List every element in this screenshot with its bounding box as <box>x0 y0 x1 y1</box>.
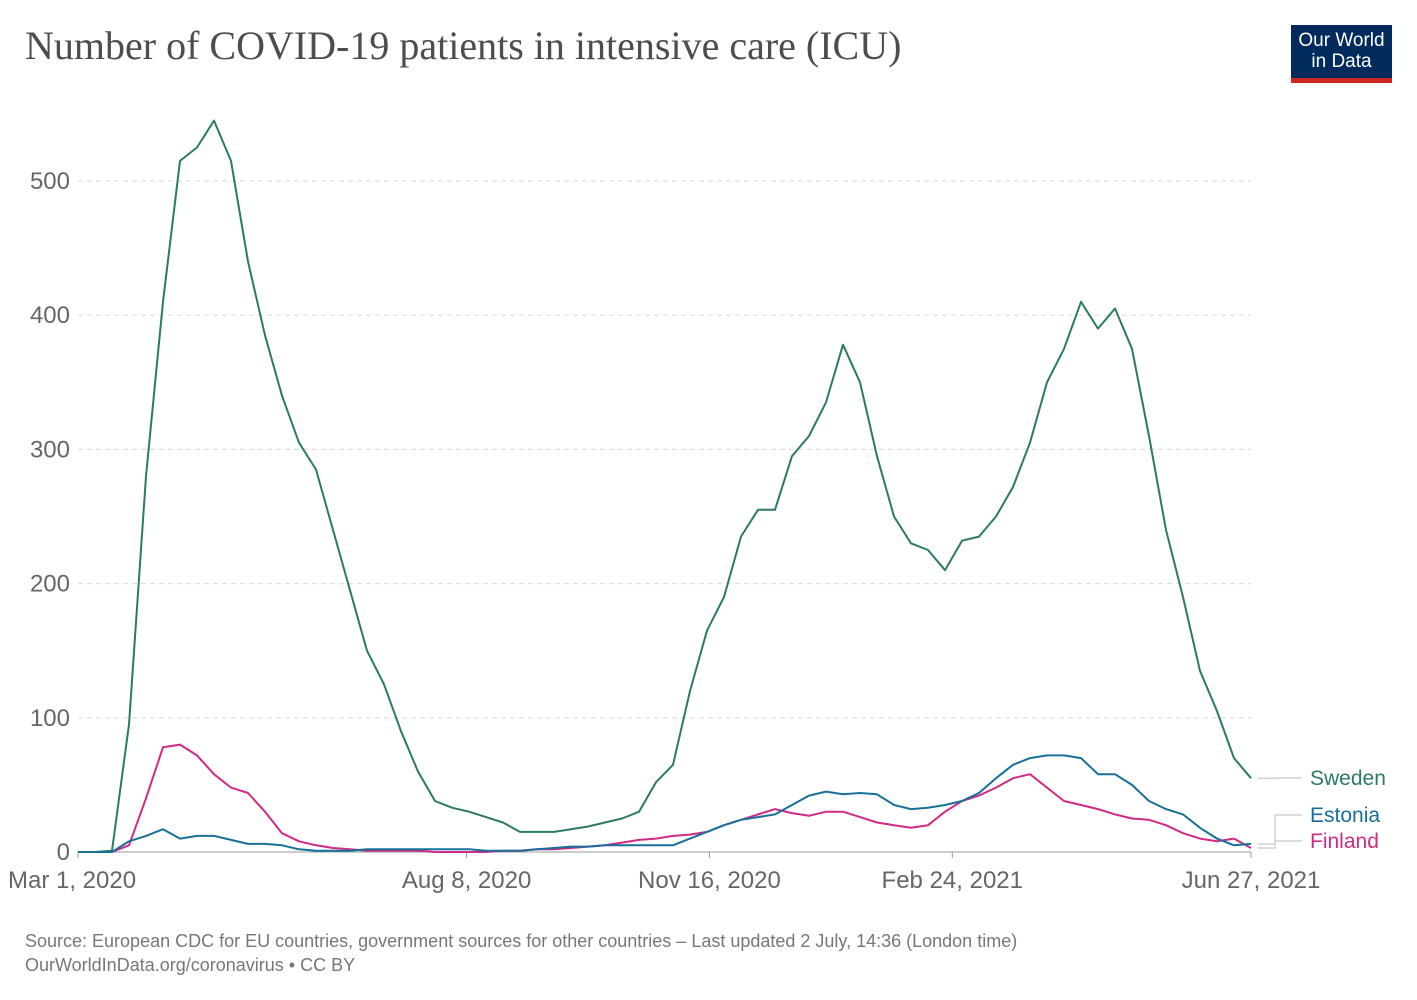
series-line-estonia <box>78 754 1252 853</box>
series-line-sweden <box>78 119 1252 853</box>
y-tick-label: 100 <box>30 705 70 732</box>
logo-line2: in Data <box>1311 51 1372 72</box>
x-tick-label: Feb 24, 2021 <box>882 867 1023 894</box>
y-tick-label: 300 <box>30 436 70 463</box>
license-note[interactable]: OurWorldInData.org/coronavirus • CC BY <box>25 955 356 975</box>
chart-title: Number of COVID-19 patients in intensive… <box>25 23 902 68</box>
series-label-finland: Finland <box>1310 830 1379 853</box>
source-note: Source: European CDC for EU countries, g… <box>25 931 1018 951</box>
y-tick-label: 500 <box>30 168 70 195</box>
x-tick-label: Aug 8, 2020 <box>402 867 531 894</box>
owid-logo[interactable]: Our World in Data <box>1291 25 1392 83</box>
x-tick-label: Nov 16, 2020 <box>638 867 781 894</box>
y-tick-label: 400 <box>30 302 70 329</box>
y-tick-label: 0 <box>57 839 70 866</box>
footer: Source: European CDC for EU countries, g… <box>25 929 1017 977</box>
x-tick-label: Jun 27, 2021 <box>1182 867 1321 894</box>
y-tick-label: 200 <box>30 571 70 598</box>
label-connector <box>1258 814 1302 845</box>
label-connector <box>1258 840 1302 849</box>
logo-line1: Our World <box>1298 30 1385 51</box>
series-label-estonia: Estonia <box>1310 804 1380 827</box>
series-label-sweden: Sweden <box>1310 767 1386 790</box>
x-tick-label: Mar 1, 2020 <box>8 867 136 894</box>
series-line-finland <box>78 743 1252 853</box>
